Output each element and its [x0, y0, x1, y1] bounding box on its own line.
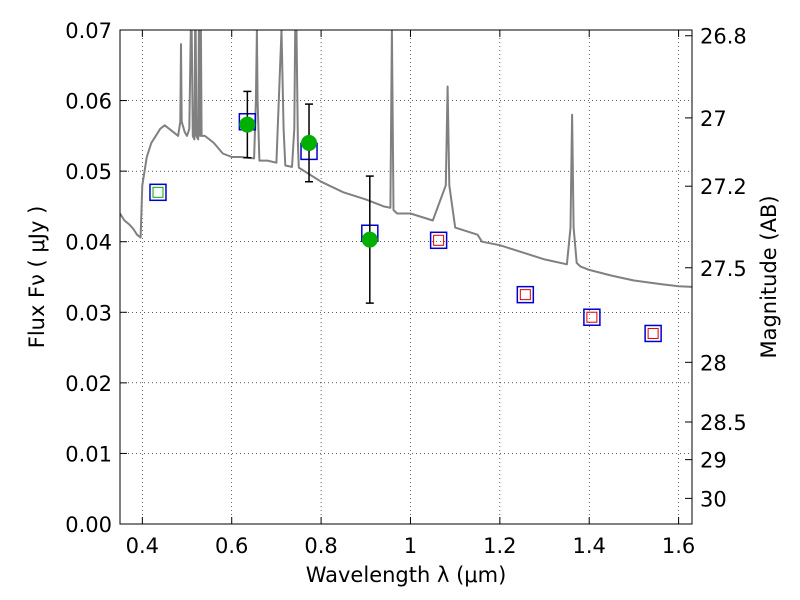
observed-inner-square — [152, 186, 164, 198]
mag-tick-label: 27 — [700, 107, 727, 131]
axis-labels: 0.4 0.6 0.8 1 1.2 1.4 1.6 0.00 0.01 0.02 0.03 0.04 0… — [25, 19, 781, 587]
axis-ticks — [120, 29, 692, 525]
model-photometry-square — [149, 183, 167, 202]
spectrum-layer — [120, 30, 692, 288]
x-axis-title: Wavelength λ (μm) — [306, 563, 507, 587]
mag-tick-label: 28 — [700, 351, 727, 375]
right-axis-title: Magnitude (AB) — [757, 195, 781, 358]
x-tick-label: 0.4 — [126, 534, 159, 558]
mag-tick-label: 28.5 — [700, 411, 747, 435]
model-photometry-square — [583, 308, 601, 326]
y-tick-label: 0.03 — [65, 301, 112, 325]
upper-limit-square — [586, 311, 598, 323]
mag-tick-label: 27.2 — [700, 175, 747, 199]
y-tick-label: 0.00 — [65, 513, 112, 537]
upper-limit-square — [647, 327, 659, 339]
x-tick-label: 1.4 — [573, 534, 606, 558]
x-tick-label: 0.8 — [304, 534, 337, 558]
x-tick-label: 1.2 — [483, 534, 516, 558]
model-photometry-square — [644, 324, 662, 343]
model-photometry-square — [429, 231, 448, 250]
mag-tick-label: 30 — [700, 487, 727, 511]
y-tick-label: 0.04 — [65, 231, 112, 255]
mag-tick-label: 29 — [700, 449, 727, 473]
upper-limit-square — [433, 234, 445, 246]
observed-flux-point — [361, 231, 378, 248]
model-photometry-square — [516, 285, 535, 304]
mag-tick-label: 26.8 — [700, 25, 747, 49]
observed-flux-point — [239, 116, 256, 133]
x-tick-label: 1 — [404, 534, 417, 558]
mag-tick-label: 27.5 — [700, 257, 747, 281]
plot-frame — [119, 29, 693, 525]
x-tick-label: 0.6 — [215, 534, 248, 558]
y-axis-title: Flux Fν ( μJy ) — [25, 206, 49, 349]
y-tick-label: 0.02 — [65, 372, 112, 396]
y-tick-label: 0.07 — [65, 19, 112, 43]
y-tick-label: 0.06 — [65, 90, 112, 114]
observed-flux-point — [301, 134, 318, 151]
y-tick-label: 0.05 — [65, 160, 112, 184]
upper-limit-square — [519, 289, 531, 301]
y-tick-label: 0.01 — [65, 442, 112, 466]
x-tick-label: 1.6 — [662, 534, 695, 558]
marker-layer — [149, 90, 662, 343]
model-spectrum-line — [120, 30, 692, 288]
